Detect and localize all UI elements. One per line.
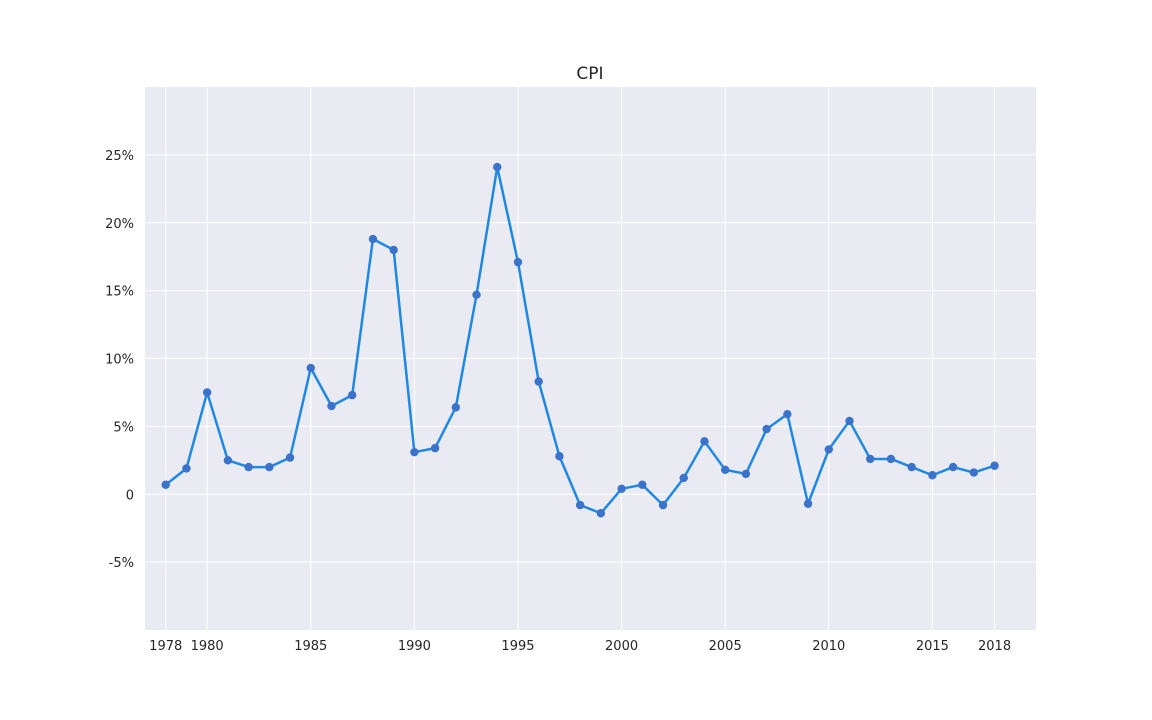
data-point-2011	[845, 416, 854, 426]
data-point-2014	[907, 462, 916, 472]
data-point-2005	[720, 465, 730, 475]
data-point-2015	[928, 471, 937, 480]
y-tick-label: 10%	[105, 353, 134, 368]
data-point-2008	[783, 409, 792, 419]
data-point-1991	[430, 443, 440, 453]
data-point-2001	[638, 480, 647, 489]
data-point-2017	[969, 468, 979, 477]
data-point-1992	[451, 403, 461, 412]
data-point-1990	[410, 447, 419, 457]
data-point-1995	[513, 257, 523, 267]
x-tick-label: 2005	[709, 639, 742, 654]
data-point-1984	[285, 453, 295, 462]
data-point-2010	[824, 445, 833, 454]
data-point-1978	[161, 480, 170, 489]
x-tick-label: 2000	[605, 639, 638, 654]
data-point-2018	[990, 461, 999, 470]
x-tick-label: 1990	[398, 639, 431, 654]
data-point-2003	[679, 473, 688, 483]
data-point-2012	[866, 454, 875, 464]
data-point-1983	[265, 462, 274, 472]
data-point-1981	[223, 456, 233, 465]
y-tick-label: 20%	[105, 217, 134, 232]
x-tick-label: 1978	[149, 639, 182, 654]
grid-lines	[145, 87, 1036, 630]
data-point-2016	[948, 462, 958, 472]
y-tick-label: -5%	[109, 556, 134, 571]
data-point-1996	[534, 377, 543, 386]
x-tick-label: 1985	[294, 639, 327, 654]
data-point-2013	[886, 454, 896, 464]
data-point-2007	[762, 424, 771, 434]
x-tick-label: 1995	[501, 639, 534, 654]
data-point-2000	[617, 484, 626, 494]
data-point-1987	[348, 390, 357, 400]
x-tick-label: 2015	[916, 639, 949, 654]
data-point-1985	[306, 363, 315, 373]
data-point-1988	[368, 234, 378, 244]
y-tick-label: 5%	[113, 420, 134, 435]
data-point-1982	[244, 462, 253, 472]
data-point-1998	[575, 500, 585, 510]
data-point-1994	[493, 162, 502, 172]
data-point-2002	[658, 500, 668, 510]
y-tick-label: 25%	[105, 149, 134, 164]
data-point-1989	[389, 245, 398, 255]
data-point-1980	[202, 388, 212, 397]
data-point-2004	[700, 437, 709, 446]
data-point-1993	[472, 290, 481, 299]
series-markers	[161, 162, 999, 518]
data-point-1986	[327, 401, 336, 411]
chart-title: CPI	[576, 64, 603, 84]
x-tick-label: 1980	[191, 639, 224, 654]
y-tick-label: 0	[126, 488, 134, 503]
data-point-2009	[803, 499, 813, 508]
y-tick-label: 15%	[105, 285, 134, 300]
data-point-1997	[555, 452, 564, 461]
y-axis-ticks: -5% 0 5% 10% 15% 20% 25%	[105, 149, 134, 571]
x-tick-label: 2018	[978, 639, 1011, 654]
data-point-1979	[182, 464, 191, 473]
data-point-1999	[596, 509, 606, 518]
x-tick-label: 2010	[812, 639, 845, 654]
data-point-2006	[741, 469, 751, 479]
x-axis-ticks: 1978 1980 1985 1990 1995 2000 2005 2010 2015 2018	[149, 639, 1011, 654]
